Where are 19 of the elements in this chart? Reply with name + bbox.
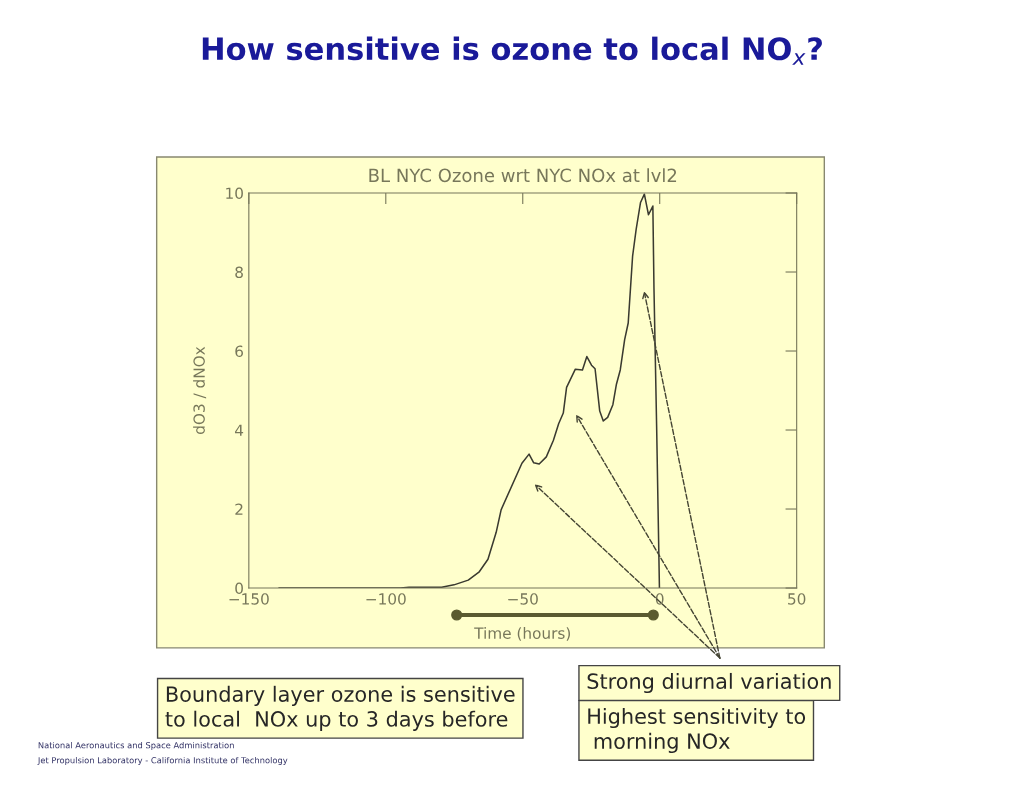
y-tick-label: 6 <box>235 345 244 358</box>
y-tick-label: 10 <box>226 187 243 200</box>
y-tick-label: 0 <box>235 582 243 595</box>
x-axis-title: Time (hours) <box>474 627 570 641</box>
x-tick-label: −50 <box>508 593 538 605</box>
x-tick-label: 50 <box>788 593 806 605</box>
y-tick-label: 8 <box>235 266 243 279</box>
x-tick-label: −100 <box>366 593 406 605</box>
y-tick-label: 2 <box>235 503 243 515</box>
chart-title: BL NYC Ozone wrt NYC NOx at lvl2 <box>369 168 677 183</box>
text: Strong diurnal variation <box>587 672 831 694</box>
y-tick-label: 4 <box>235 424 244 436</box>
text: Highest sensitivity to morning NOx <box>588 707 806 754</box>
text: Boundary layer ozone is sensitive to local NOx up to 3 days before <box>165 685 515 731</box>
text: Jet Propulsion Laboratory - California Institute of Technology <box>37 756 288 765</box>
x-tick-label: −150 <box>229 593 269 605</box>
y-axis-title: dO3 / dNOx <box>193 346 207 434</box>
text: National Aeronautics and Space Administration <box>38 741 234 750</box>
text: How sensitive is ozone to local NO$_{x}$? <box>202 36 822 65</box>
